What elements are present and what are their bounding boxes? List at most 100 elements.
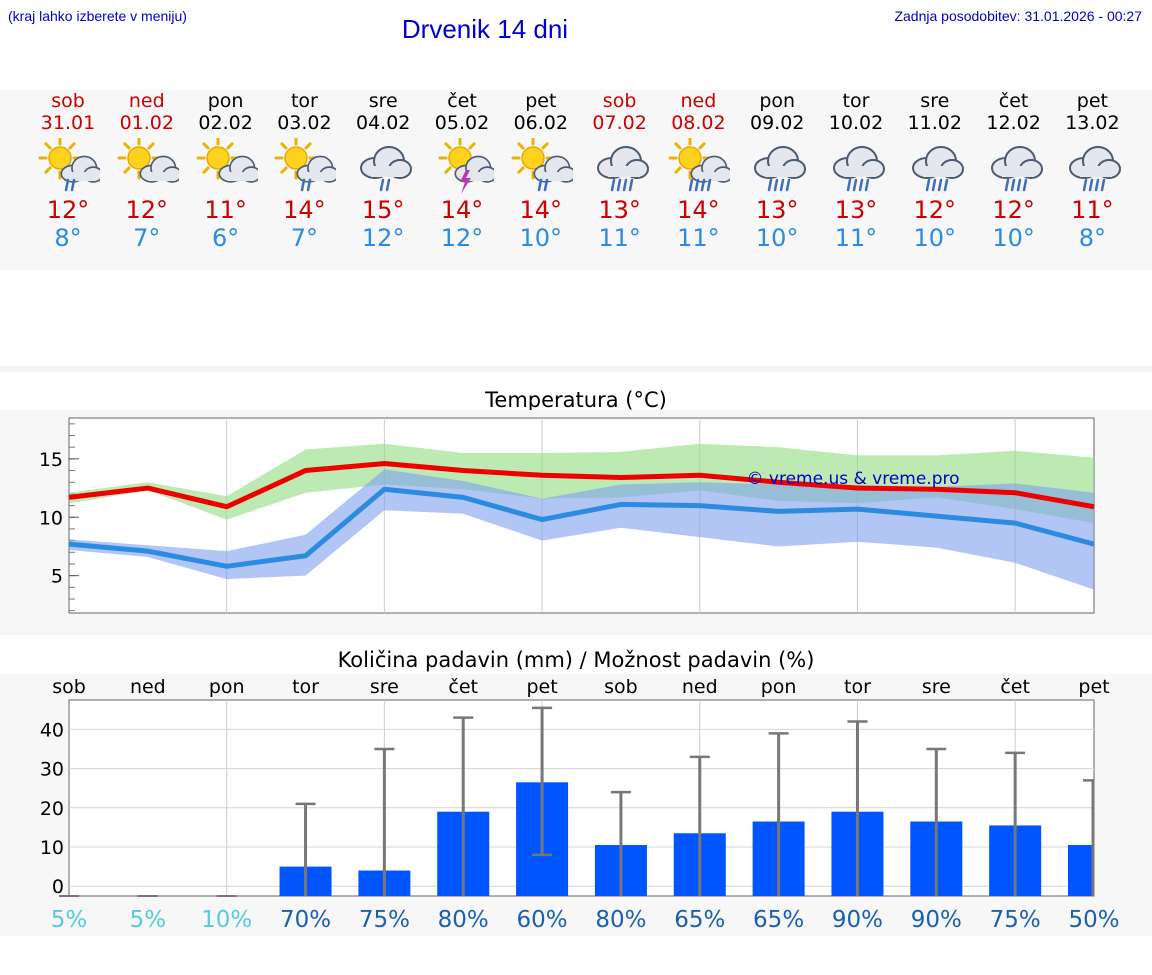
day-date: 02.02 bbox=[187, 112, 265, 134]
rain-drop bbox=[630, 180, 632, 190]
rain-drop bbox=[1102, 180, 1104, 190]
precip-probability: 80% bbox=[438, 907, 489, 933]
day-column: tor 03.02 14° 7° bbox=[265, 90, 343, 252]
precip-probability: 5% bbox=[51, 907, 88, 933]
cloud-shape bbox=[913, 147, 963, 178]
precip-probability: 65% bbox=[674, 907, 725, 933]
x-category-label: ned bbox=[682, 676, 718, 698]
min-temperature: 10° bbox=[738, 224, 816, 252]
min-temperature: 10° bbox=[975, 224, 1053, 252]
max-temperature: 13° bbox=[738, 196, 816, 224]
day-column: tor 10.02 13° 11° bbox=[817, 90, 895, 252]
temperature-chart: 51015© vreme.us & vreme.pro bbox=[0, 410, 1152, 635]
x-category-label: sob bbox=[604, 676, 638, 698]
cloud-body bbox=[992, 147, 1042, 178]
precip-probability: 65% bbox=[753, 907, 804, 933]
day-name: pet bbox=[502, 90, 580, 112]
min-temperature: 8° bbox=[29, 224, 107, 252]
sun-ray bbox=[676, 144, 680, 148]
day-date: 03.02 bbox=[265, 112, 343, 134]
last-update: Zadnja posodobitev: 31.01.2026 - 00:27 bbox=[894, 8, 1142, 24]
day-column: sob 07.02 13° 11° bbox=[581, 90, 659, 252]
sun-ray bbox=[519, 144, 523, 148]
cloud-rain-icon bbox=[588, 138, 652, 196]
day-column: pet 06.02 14° 10° bbox=[502, 90, 580, 252]
region-hint[interactable]: (kraj lahko izberete v meniju) bbox=[8, 8, 187, 24]
day-name: ned bbox=[108, 90, 186, 112]
x-category-label: čet bbox=[448, 676, 478, 698]
day-date: 05.02 bbox=[423, 112, 501, 134]
y-tick-label: 10 bbox=[40, 837, 64, 859]
day-column: pon 09.02 13° 10° bbox=[738, 90, 816, 252]
x-category-label: pon bbox=[761, 676, 797, 698]
rain-drop bbox=[302, 180, 304, 190]
day-date: 09.02 bbox=[738, 112, 816, 134]
cloud-shape bbox=[834, 147, 884, 178]
sun-ray bbox=[676, 168, 680, 172]
page-title: Drvenik 14 dni bbox=[360, 14, 610, 45]
day-column: čet 12.02 12° 10° bbox=[975, 90, 1053, 252]
x-category-label: sre bbox=[922, 676, 951, 698]
day-date: 04.02 bbox=[344, 112, 422, 134]
min-temperature: 11° bbox=[581, 224, 659, 252]
sun-ray bbox=[227, 144, 231, 148]
sun-ray bbox=[70, 144, 74, 148]
day-name: čet bbox=[975, 90, 1053, 112]
day-column: sre 11.02 12° 10° bbox=[896, 90, 974, 252]
x-category-label: čet bbox=[1000, 676, 1030, 698]
rain-drop bbox=[690, 180, 692, 190]
y-tick-label: 0 bbox=[52, 876, 64, 898]
y-tick-label: 5 bbox=[51, 566, 63, 588]
day-date: 01.02 bbox=[108, 112, 186, 134]
rain-drop bbox=[927, 180, 929, 190]
sun-cloud-drizzle-icon bbox=[509, 138, 573, 196]
sun-thunder-icon bbox=[430, 138, 494, 196]
max-temperature: 14° bbox=[423, 196, 501, 224]
min-temperature: 10° bbox=[896, 224, 974, 252]
sun-ray bbox=[306, 144, 310, 148]
sun-ray bbox=[46, 168, 50, 172]
max-temperature: 14° bbox=[502, 196, 580, 224]
sun-cloud-rain-icon bbox=[666, 138, 730, 196]
max-temperature: 14° bbox=[659, 196, 737, 224]
rain-drop bbox=[1012, 180, 1014, 190]
max-temperature: 12° bbox=[29, 196, 107, 224]
max-temperature: 12° bbox=[896, 196, 974, 224]
max-temperature: 12° bbox=[975, 196, 1053, 224]
rain-drop bbox=[848, 180, 850, 190]
sun-ray bbox=[519, 168, 523, 172]
day-name: sre bbox=[344, 90, 422, 112]
cloud-body bbox=[834, 147, 884, 178]
sun-ray bbox=[282, 168, 286, 172]
precip-probability: 60% bbox=[517, 907, 568, 933]
day-date: 08.02 bbox=[659, 112, 737, 134]
sun-cloud-drizzle-icon bbox=[36, 138, 100, 196]
cloud-shape bbox=[361, 147, 411, 178]
day-name: tor bbox=[817, 90, 895, 112]
cloud-shape bbox=[598, 147, 648, 178]
day-column: ned 01.02 12° 7° bbox=[108, 90, 186, 252]
day-date: 07.02 bbox=[581, 112, 659, 134]
day-column: čet 05.02 14° 12° bbox=[423, 90, 501, 252]
rain-drop bbox=[618, 180, 620, 190]
x-category-label: pet bbox=[526, 676, 557, 698]
rain-drop bbox=[1096, 180, 1098, 190]
section-divider bbox=[0, 366, 1152, 372]
sun-ray bbox=[46, 144, 50, 148]
day-name: sob bbox=[29, 90, 107, 112]
sun-ray bbox=[203, 144, 207, 148]
y-tick-label: 10 bbox=[39, 507, 63, 529]
rain-drop bbox=[860, 180, 862, 190]
rain-drop bbox=[933, 180, 935, 190]
day-column: sre 04.02 15° 12° bbox=[344, 90, 422, 252]
cloud-body bbox=[1070, 147, 1120, 178]
cloud-rain-icon bbox=[824, 138, 888, 196]
day-date: 13.02 bbox=[1053, 112, 1131, 134]
min-temperature: 11° bbox=[817, 224, 895, 252]
min-temperature: 7° bbox=[265, 224, 343, 252]
rain-drop bbox=[787, 180, 789, 190]
precip-probability: 80% bbox=[595, 907, 646, 933]
day-date: 10.02 bbox=[817, 112, 895, 134]
max-temperature: 13° bbox=[817, 196, 895, 224]
precip-probability: 90% bbox=[832, 907, 883, 933]
